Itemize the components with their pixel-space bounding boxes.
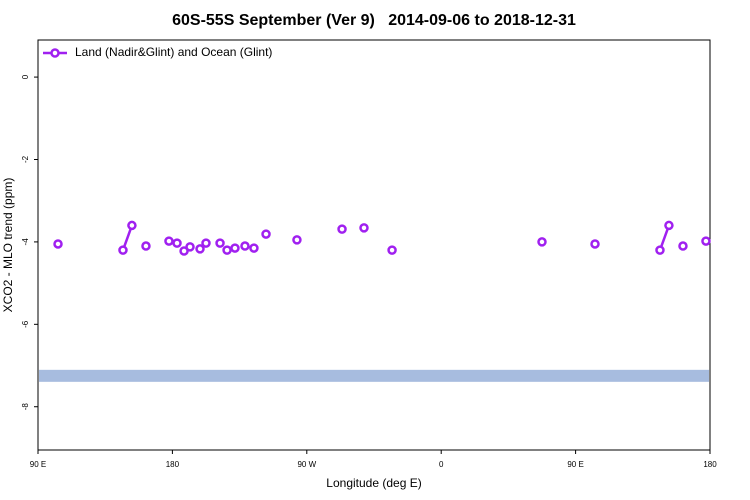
data-point xyxy=(664,220,674,231)
legend-marker xyxy=(50,48,60,58)
data-point xyxy=(127,220,137,231)
data-point xyxy=(655,245,665,255)
y-axis-label: XCO2 - MLO trend (ppm) xyxy=(1,178,15,313)
data-point xyxy=(292,235,302,245)
chart-title: 60S-55S September (Ver 9) 2014-09-06 to … xyxy=(172,12,576,29)
data-point xyxy=(230,243,240,253)
data-point xyxy=(590,239,600,249)
data-point xyxy=(537,237,547,247)
data-point xyxy=(141,241,151,251)
data-point xyxy=(172,238,182,248)
y-tick-label: -6 xyxy=(21,320,30,328)
data-point xyxy=(118,245,128,255)
data-point xyxy=(261,229,271,239)
data-point xyxy=(185,242,195,252)
legend-label: Land (Nadir&Glint) and Ocean (Glint) xyxy=(75,45,272,59)
data-point xyxy=(215,238,225,248)
data-point xyxy=(701,236,711,246)
data-point xyxy=(249,243,259,253)
y-tick-label: -2 xyxy=(21,155,30,163)
x-tick-label: 180 xyxy=(166,460,180,469)
data-point xyxy=(53,239,63,249)
x-tick-label: 90 E xyxy=(567,460,583,469)
data-point xyxy=(337,224,347,234)
data-point xyxy=(240,241,250,251)
data-point xyxy=(678,241,688,251)
x-axis-label: Longitude (deg E) xyxy=(326,476,421,490)
reference-band xyxy=(39,369,709,382)
x-tick-label: 0 xyxy=(439,460,444,469)
data-point xyxy=(201,238,211,248)
plot-frame xyxy=(37,39,711,451)
data-point xyxy=(195,244,205,254)
x-tick-label: 90 W xyxy=(297,460,316,469)
series-line xyxy=(123,225,706,250)
y-tick-label: -4 xyxy=(21,238,30,246)
data-point xyxy=(164,236,174,246)
data-point xyxy=(179,246,189,256)
y-tick-label: 0 xyxy=(21,74,30,79)
data-point xyxy=(359,223,369,233)
x-tick-label: 90 E xyxy=(30,460,46,469)
x-tick-label: 180 xyxy=(703,460,717,469)
data-point xyxy=(387,245,397,255)
data-point xyxy=(222,245,232,255)
y-tick-label: -8 xyxy=(21,403,30,411)
